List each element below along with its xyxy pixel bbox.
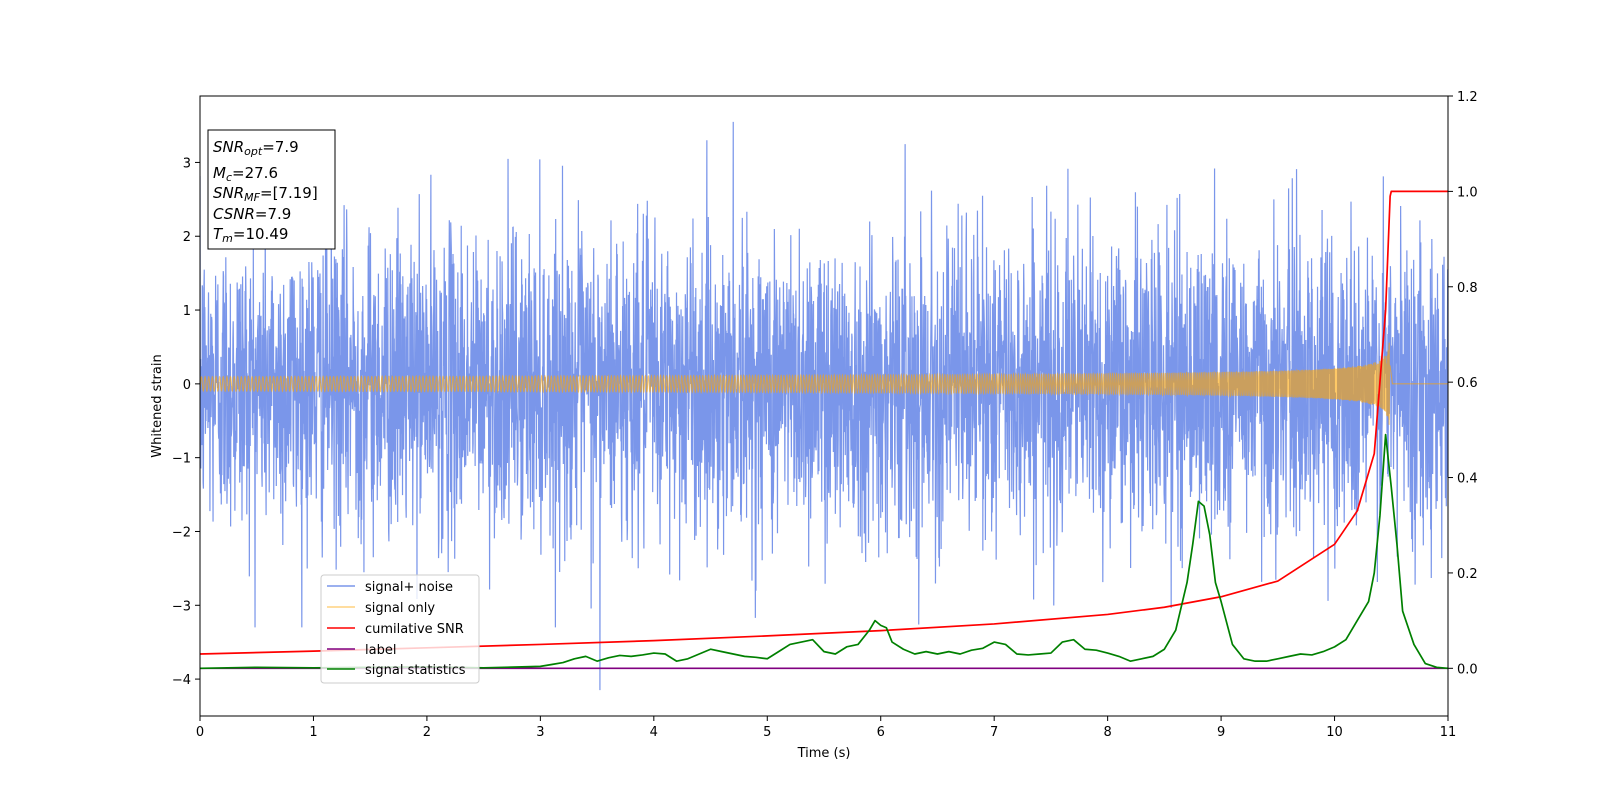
y-right-tick-label: 0.6 (1457, 376, 1478, 391)
y-right-tick-label: 1.2 (1457, 90, 1478, 105)
legend-label-signal-only: signal only (365, 601, 435, 616)
y-right-tick-label: 0.2 (1457, 567, 1478, 582)
x-tick-label: 10 (1326, 725, 1343, 740)
info-csnr: CSNR=7.9 (213, 205, 291, 223)
series-cumulative-snr (200, 190, 1448, 655)
legend-label-signal-statistics: signal statistics (365, 663, 466, 678)
x-tick-label: 1 (309, 725, 317, 740)
series-signal-only (200, 342, 1448, 425)
x-tick-label: 0 (196, 725, 204, 740)
y-left-tick-label: 0 (183, 378, 191, 393)
x-tick-label: 2 (423, 725, 431, 740)
x-tick-label: 9 (1217, 725, 1225, 740)
legend-label-cumulative-snr: cumilative SNR (365, 622, 464, 637)
y-right-tick-label: 0.4 (1457, 472, 1478, 487)
x-tick-label: 11 (1440, 725, 1457, 740)
info-mc: Mc=27.6 (213, 164, 278, 184)
y-right-tick-label: 1.0 (1457, 185, 1478, 200)
info-tm: Tm=10.49 (213, 225, 288, 245)
x-tick-label: 4 (650, 725, 658, 740)
y-right-tick-label: 0.8 (1457, 281, 1478, 296)
axes: 0 1 2 3 4 5 6 7 8 9 10 11 −4 −3 −2 −1 0 1 2 3 0.0 0.2 0.4 0.6 0.… (172, 90, 1478, 740)
y-left-tick-label: −1 (172, 452, 191, 467)
x-tick-label: 8 (1103, 725, 1111, 740)
info-box-frame (207, 129, 336, 250)
y-left-tick-label: 1 (183, 304, 191, 319)
x-tick-label: 7 (990, 725, 998, 740)
y-left-tick-label: −3 (172, 599, 191, 614)
legend-label-label: label (365, 643, 396, 658)
x-tick-label: 6 (877, 725, 885, 740)
x-tick-label: 5 (763, 725, 771, 740)
y-left-tick-label: −4 (172, 673, 191, 688)
legend-label-signal-noise: signal+ noise (365, 580, 453, 595)
x-axis-label: Time (s) (797, 746, 851, 761)
x-tick-label: 3 (536, 725, 544, 740)
y-left-tick-label: 3 (183, 156, 191, 171)
legend: signal+ noise signal only cumilative SNR… (320, 574, 480, 684)
info-box: SNRopt=7.9 Mc=27.6 SNRMF=[7.19] CSNR=7.9… (207, 129, 336, 250)
axes-frame (199, 95, 1449, 717)
y-right-tick-label: 0.0 (1457, 662, 1478, 677)
y-left-tick-label: −2 (172, 525, 191, 540)
legend-frame (320, 574, 480, 684)
series-signal-statistics (200, 433, 1448, 670)
info-snr-mf: SNRMF=[7.19] (213, 184, 318, 204)
y-axis-label: Whitened strain (150, 354, 165, 457)
info-snr-opt: SNRopt=7.9 (213, 138, 299, 158)
y-left-tick-label: 2 (183, 230, 191, 245)
